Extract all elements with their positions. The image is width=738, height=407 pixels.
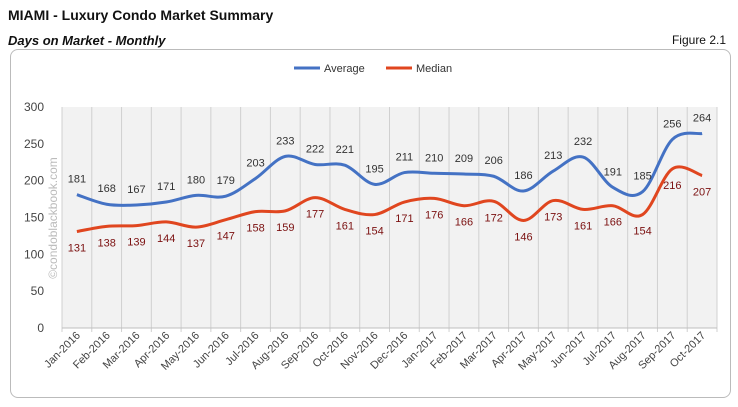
y-tick-label: 0 bbox=[37, 321, 44, 335]
data-label: 172 bbox=[485, 212, 503, 224]
data-label: 256 bbox=[663, 118, 681, 130]
data-label: 167 bbox=[127, 184, 145, 196]
data-label: 222 bbox=[306, 143, 324, 155]
data-label: 177 bbox=[306, 209, 324, 221]
data-label: 171 bbox=[157, 181, 175, 193]
data-label: 221 bbox=[336, 144, 354, 156]
figure-label: Figure 2.1 bbox=[671, 33, 726, 47]
data-label: 232 bbox=[574, 136, 592, 148]
data-label: 233 bbox=[276, 135, 294, 147]
y-tick-label: 50 bbox=[31, 284, 45, 298]
data-label: 166 bbox=[455, 217, 473, 229]
data-label: 159 bbox=[276, 222, 294, 234]
data-label: 181 bbox=[68, 174, 86, 186]
data-label: 203 bbox=[246, 157, 264, 169]
data-label: 138 bbox=[97, 237, 115, 249]
data-label: 180 bbox=[187, 174, 205, 186]
legend-label: Average bbox=[324, 63, 365, 75]
data-label: 264 bbox=[693, 113, 711, 125]
watermark: ©condoblackbook.com bbox=[46, 157, 60, 279]
data-label: 146 bbox=[514, 231, 532, 243]
data-label: 154 bbox=[365, 226, 383, 238]
data-label: 161 bbox=[574, 220, 592, 232]
y-tick-label: 100 bbox=[24, 247, 44, 261]
data-label: 173 bbox=[544, 212, 562, 224]
data-label: 209 bbox=[455, 153, 473, 165]
data-label: 213 bbox=[544, 150, 562, 162]
y-tick-label: 150 bbox=[24, 211, 44, 225]
data-label: 179 bbox=[217, 175, 235, 187]
data-label: 147 bbox=[217, 231, 235, 243]
y-tick-label: 200 bbox=[24, 174, 44, 188]
y-tick-label: 250 bbox=[24, 137, 44, 151]
data-label: 186 bbox=[514, 170, 532, 182]
data-label: 158 bbox=[246, 223, 264, 235]
data-label: 137 bbox=[187, 238, 205, 250]
data-label: 210 bbox=[425, 152, 443, 164]
data-label: 176 bbox=[425, 209, 443, 221]
data-label: 206 bbox=[485, 155, 503, 167]
data-label: 216 bbox=[663, 180, 681, 192]
chart-subtitle: Days on Market - Monthly bbox=[8, 33, 166, 48]
data-label: 211 bbox=[396, 152, 414, 164]
legend-label: Median bbox=[416, 63, 452, 75]
data-label: 207 bbox=[693, 187, 711, 199]
data-label: 144 bbox=[157, 233, 175, 245]
page-title: MIAMI - Luxury Condo Market Summary bbox=[8, 7, 274, 23]
data-label: 195 bbox=[365, 163, 383, 175]
data-label: 185 bbox=[633, 171, 651, 183]
data-label: 171 bbox=[395, 213, 413, 225]
series-line-average bbox=[76, 131, 703, 207]
data-label: 168 bbox=[97, 183, 115, 195]
data-label: 191 bbox=[604, 166, 622, 178]
chart-frame bbox=[10, 49, 731, 398]
data-label: 131 bbox=[68, 242, 86, 254]
data-label: 161 bbox=[336, 220, 354, 232]
data-label: 166 bbox=[604, 217, 622, 229]
y-tick-label: 300 bbox=[24, 100, 44, 114]
series-line-median bbox=[76, 165, 703, 233]
data-label: 139 bbox=[127, 237, 145, 249]
data-label: 154 bbox=[633, 226, 651, 238]
